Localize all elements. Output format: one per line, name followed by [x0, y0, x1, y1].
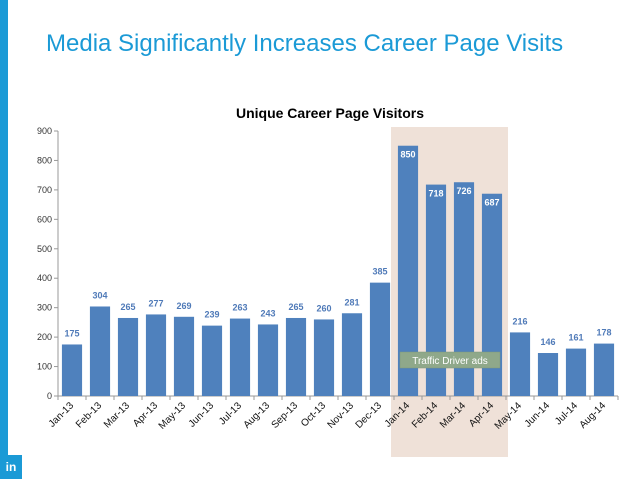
bar-feb-13	[89, 306, 111, 396]
data-label: 161	[568, 333, 583, 343]
x-tick-label: Sep-13	[270, 400, 301, 431]
annotation-layer: Traffic Driver ads	[399, 351, 501, 369]
slide-title: Media Significantly Increases Career Pag…	[46, 30, 564, 57]
data-label: 850	[400, 150, 415, 160]
y-tick-label: 100	[37, 362, 52, 372]
data-label: 269	[176, 301, 191, 311]
bar-feb-14	[425, 184, 447, 396]
data-label: 281	[344, 297, 359, 307]
bar-jan-14	[397, 145, 419, 396]
bar-jul-14	[565, 348, 587, 396]
bar-aug-13	[257, 324, 279, 396]
bar-mar-14	[453, 182, 475, 396]
bar-aug-14	[593, 343, 615, 396]
data-label: 265	[120, 302, 135, 312]
y-tick-label: 0	[47, 391, 52, 401]
bar-jun-13	[201, 325, 223, 396]
x-tick-label: Dec-13	[354, 400, 385, 431]
bar-layer	[61, 145, 615, 396]
x-tick-label: Feb-13	[74, 400, 104, 430]
data-label: 718	[428, 189, 443, 199]
y-tick-label: 900	[37, 126, 52, 136]
bar-may-13	[173, 316, 195, 396]
y-tick-label: 800	[37, 155, 52, 165]
linkedin-logo-icon: in	[0, 455, 22, 479]
y-tick-label: 200	[37, 332, 52, 342]
y-tick-label: 300	[37, 303, 52, 313]
y-tick-label: 700	[37, 185, 52, 195]
y-tick-label: 600	[37, 214, 52, 224]
x-tick-label: Jun-14	[523, 400, 553, 430]
data-label: 146	[540, 337, 555, 347]
axis-layer: 0 100 200 300 400 500 600 700 800 900	[37, 126, 619, 401]
bar-mar-13	[117, 317, 139, 396]
data-label: 243	[260, 308, 275, 318]
bar-apr-13	[145, 314, 167, 396]
data-label: 726	[456, 186, 471, 196]
x-tick-label: Nov-13	[326, 400, 357, 431]
bar-jan-13	[61, 344, 83, 396]
data-label: 239	[204, 310, 219, 320]
data-label: 260	[316, 303, 331, 313]
data-label: 265	[288, 302, 303, 312]
x-tick-label: May-13	[157, 400, 189, 432]
bar-jul-13	[229, 318, 251, 396]
data-label: 178	[596, 328, 611, 338]
data-label: 263	[232, 303, 247, 313]
annotation-label: Traffic Driver ads	[412, 356, 488, 367]
data-label: 277	[148, 298, 163, 308]
x-tick-label: Aug-14	[578, 400, 609, 431]
data-label: 304	[92, 290, 107, 300]
bar-oct-13	[313, 319, 335, 396]
bar-jun-14	[537, 353, 559, 396]
data-label: 385	[372, 267, 387, 277]
x-tick-label: Mar-13	[102, 400, 132, 430]
x-tick-label: Jun-13	[187, 400, 217, 430]
data-label: 175	[64, 328, 79, 338]
x-tick-label: Aug-13	[242, 400, 273, 431]
y-tick-label: 500	[37, 244, 52, 254]
data-label-layer: 175 304 265 277 269 239 263 243 265 260 281 385 850 7…	[64, 150, 611, 347]
bar-dec-13	[369, 282, 391, 396]
bar-apr-14	[481, 193, 503, 396]
data-label: 687	[484, 198, 499, 208]
data-label: 216	[512, 316, 527, 326]
x-tick-label: Apr-13	[131, 400, 160, 429]
annotation-box	[399, 351, 501, 369]
y-tick-label: 400	[37, 273, 52, 283]
left-accent-bar	[0, 0, 8, 479]
bar-may-14	[509, 332, 531, 396]
chart-title: Unique Career Page Visitors	[236, 105, 424, 121]
bar-sep-13	[285, 317, 307, 396]
bar-nov-13	[341, 313, 363, 396]
x-tick-label: Oct-13	[299, 400, 328, 429]
x-tick-label: Jan-13	[47, 400, 77, 430]
